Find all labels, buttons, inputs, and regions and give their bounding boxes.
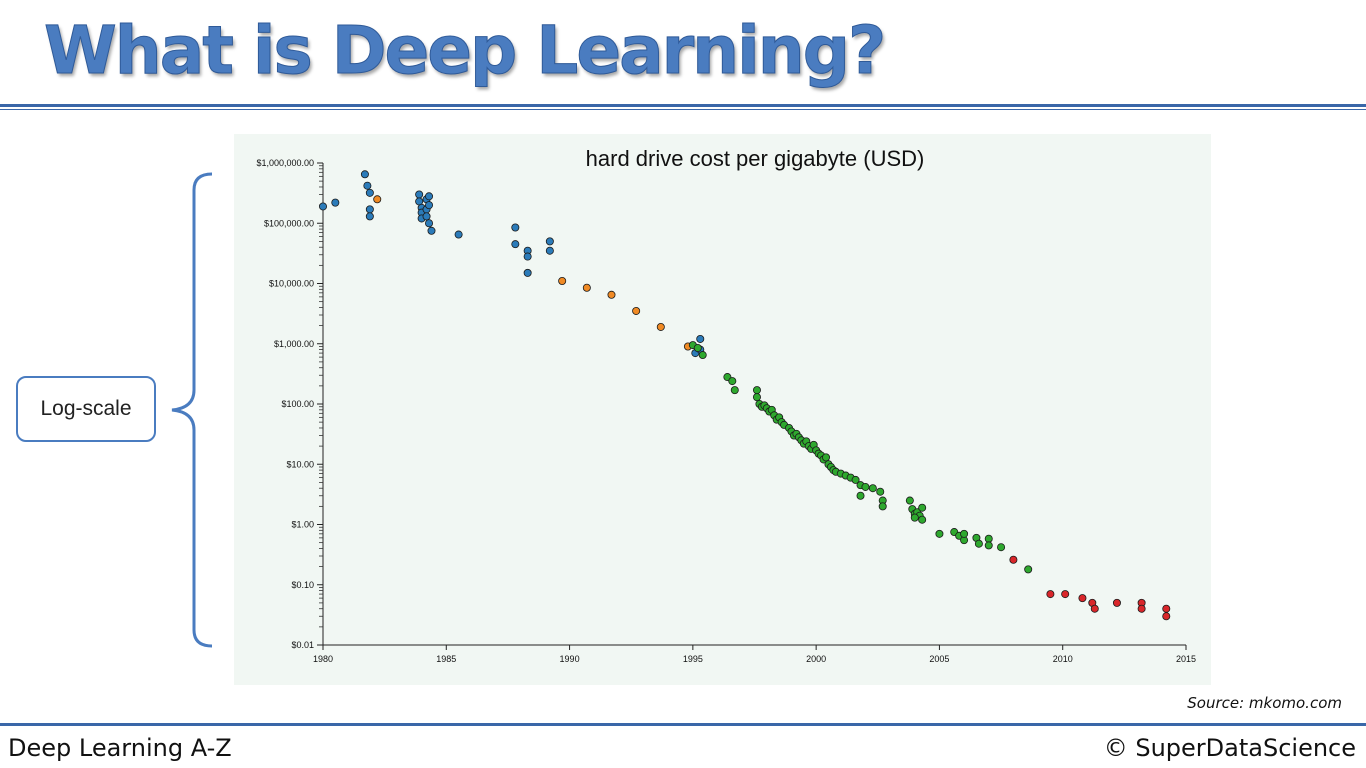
data-point	[728, 377, 737, 386]
data-point	[582, 283, 591, 292]
x-tick-label: 2000	[806, 654, 826, 664]
x-tick-label: 2005	[929, 654, 949, 664]
data-point	[425, 201, 434, 210]
data-point	[454, 230, 463, 239]
data-point	[632, 306, 641, 315]
data-point	[607, 290, 616, 299]
y-tick-label: $0.01	[291, 640, 314, 650]
data-point	[1046, 590, 1055, 599]
data-point	[918, 515, 927, 524]
copyright-notice: © SuperDataScience	[1103, 734, 1356, 762]
data-point	[868, 484, 877, 493]
data-point	[319, 202, 328, 211]
data-point	[822, 453, 831, 462]
data-point	[425, 219, 434, 228]
y-tick-label: $1,000,000.00	[256, 158, 314, 168]
data-point	[365, 205, 374, 214]
log-scale-label: Log-scale	[40, 397, 132, 420]
source-note: Source: mkomo.com	[1187, 694, 1342, 712]
x-tick-label: 1995	[683, 654, 703, 664]
data-point	[905, 496, 914, 505]
data-points	[319, 170, 1171, 621]
data-point	[511, 223, 520, 232]
data-point	[856, 491, 865, 500]
data-point	[984, 534, 993, 543]
data-point	[1137, 604, 1146, 613]
data-point	[425, 192, 434, 201]
y-tick-label: $10,000.00	[269, 279, 314, 289]
data-point	[696, 334, 705, 343]
data-point	[960, 529, 969, 538]
data-point	[1162, 612, 1171, 621]
data-point	[523, 252, 532, 261]
data-point	[752, 393, 761, 402]
y-tick-label: $100,000.00	[264, 218, 314, 228]
data-point	[427, 226, 436, 235]
data-point	[984, 541, 993, 550]
data-point	[545, 237, 554, 246]
data-point	[523, 268, 532, 277]
data-point	[876, 487, 885, 496]
data-point	[698, 351, 707, 360]
data-point	[656, 322, 665, 331]
log-scale-callout: Log-scale	[16, 376, 156, 442]
data-point	[331, 198, 340, 207]
chart-panel: hard drive cost per gigabyte (USD) $1,00…	[234, 134, 1211, 685]
data-point	[974, 539, 983, 548]
x-tick-label: 2015	[1176, 654, 1196, 664]
x-tick-label: 2010	[1053, 654, 1073, 664]
data-point	[1078, 594, 1087, 603]
y-tick-label: $10.00	[286, 459, 314, 469]
scatter-series	[373, 195, 692, 351]
data-point	[545, 246, 554, 255]
data-point	[363, 181, 372, 190]
data-point	[918, 503, 927, 512]
data-point	[878, 502, 887, 511]
x-tick-label: 1985	[436, 654, 456, 664]
header-divider	[0, 104, 1366, 110]
chart-title: hard drive cost per gigabyte (USD)	[586, 146, 925, 171]
footer-divider	[0, 723, 1366, 726]
data-point	[1162, 604, 1171, 613]
slide-title: What is Deep Learning?	[43, 12, 886, 90]
data-point	[752, 386, 761, 395]
data-point	[730, 386, 739, 395]
y-axis: $1,000,000.00 $100,000.00 $10,000.00 $1,000…	[256, 158, 324, 650]
data-point	[851, 475, 860, 484]
scatter-series	[1009, 555, 1171, 621]
data-point	[422, 212, 431, 221]
data-point	[360, 170, 369, 179]
course-name: Deep Learning A-Z	[8, 734, 232, 762]
data-point	[693, 344, 702, 353]
log-scale-bracket	[171, 172, 213, 648]
data-point	[365, 212, 374, 221]
x-tick-label: 1990	[560, 654, 580, 664]
data-point	[1024, 565, 1033, 574]
data-point	[511, 240, 520, 249]
data-point	[558, 277, 567, 286]
data-point	[1112, 598, 1121, 607]
y-tick-label: $1,000.00	[274, 339, 314, 349]
scatter-series	[688, 341, 1033, 574]
scatter-series	[319, 170, 705, 358]
data-point	[997, 543, 1006, 552]
data-point	[935, 529, 944, 538]
x-tick-label: 1980	[313, 654, 333, 664]
scatter-chart: hard drive cost per gigabyte (USD) $1,00…	[256, 146, 1196, 664]
data-point	[910, 513, 919, 522]
data-point	[861, 482, 870, 491]
x-axis: 1980 1985 1990 1995 2000 2005 2010 2015	[313, 644, 1196, 664]
data-point	[1061, 590, 1070, 599]
data-point	[1009, 555, 1018, 564]
data-point	[373, 195, 382, 204]
data-point	[365, 188, 374, 197]
y-tick-label: $100.00	[281, 399, 314, 409]
data-point	[1090, 604, 1099, 613]
y-tick-label: $1.00	[291, 520, 314, 530]
y-tick-label: $0.10	[291, 580, 314, 590]
data-point	[415, 190, 424, 199]
